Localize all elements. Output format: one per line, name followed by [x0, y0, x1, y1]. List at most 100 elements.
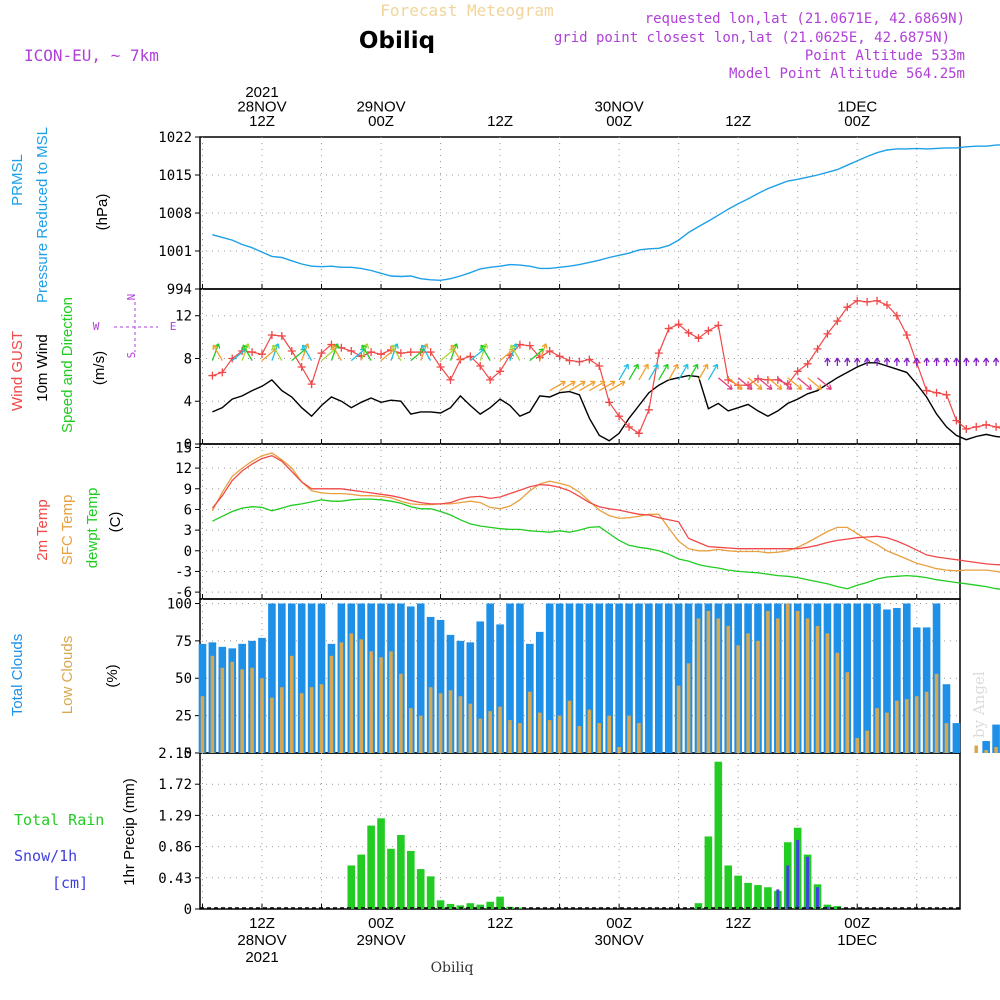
gust-marker — [644, 405, 653, 414]
rain-bar — [426, 876, 435, 909]
y-tick-label: 1015 — [158, 168, 192, 184]
low-clouds-bar — [478, 718, 483, 753]
low-clouds-bar — [220, 667, 225, 753]
gust-marker — [823, 329, 832, 338]
wind-arrow-head — [963, 357, 970, 363]
wind-arrow-head — [933, 357, 940, 363]
total-clouds-bar — [605, 603, 613, 753]
gust-marker — [674, 320, 683, 329]
gust-line — [212, 300, 1000, 435]
gust-marker — [694, 334, 703, 343]
gust-marker — [426, 348, 435, 357]
low-clouds-bar — [488, 711, 492, 753]
pressure-unit: (hPa) — [94, 194, 111, 231]
wind-arrow-head — [580, 380, 586, 387]
wind-arrow-head — [796, 384, 803, 390]
low-clouds-bar — [359, 639, 363, 753]
compass-east: E — [170, 320, 177, 333]
y-tick-label: 75 — [175, 634, 192, 650]
wind-direction-arrow — [469, 348, 485, 362]
y-tick-label: 0.86 — [158, 840, 192, 856]
snow-bar — [776, 889, 780, 909]
low-clouds-bar — [706, 610, 711, 753]
low-clouds-bar — [319, 684, 324, 753]
low-clouds-bar — [984, 750, 988, 753]
wind-arrow-head — [992, 357, 1000, 363]
low-clouds-bar — [468, 703, 473, 753]
panel-frame — [199, 752, 961, 910]
rain-bar — [357, 854, 365, 909]
low-clouds-bar — [934, 673, 939, 753]
wind-direction-arrow — [291, 348, 306, 362]
low-clouds-bar — [270, 697, 274, 753]
top-time-label: 00Z — [606, 113, 632, 130]
temp-2m-line — [211, 455, 1000, 566]
low-clouds-bar — [637, 723, 641, 753]
total-clouds-bar — [317, 603, 326, 753]
y-tick-label: 12 — [175, 461, 192, 477]
wind-arrow-head — [560, 380, 566, 387]
y-tick-label: 0 — [184, 544, 192, 560]
bottom-time-label: 2021 — [245, 949, 278, 966]
grid-point-coordinates: grid point closest lon,lat (21.0625E, 42… — [554, 30, 950, 46]
location-title: Obiliq — [359, 28, 435, 54]
wind-arrow-head — [766, 384, 773, 390]
wind-arrow-head — [806, 384, 813, 390]
total-clouds-bar — [625, 603, 633, 753]
top-time-label: 29NOV — [356, 99, 405, 116]
gust-marker — [754, 374, 762, 383]
gust-marker — [902, 330, 911, 339]
low-clouds-bar — [716, 618, 721, 753]
gust-marker — [307, 380, 316, 389]
gust-marker — [377, 350, 386, 359]
top-time-label: 28NOV — [237, 99, 286, 116]
wind-direction-arrow — [391, 344, 402, 361]
watermark: by Angel — [970, 671, 988, 738]
low-clouds-bar — [795, 610, 800, 753]
wind-arrow-head — [756, 384, 763, 390]
snow-bar — [796, 840, 800, 909]
low-clouds-bar — [458, 696, 463, 753]
rain-bar — [377, 818, 385, 909]
meteogram-title: Forecast Meteogram — [380, 1, 553, 20]
snow-bar — [825, 906, 829, 909]
total-clouds-bar — [903, 603, 911, 753]
low-clouds-bar — [389, 651, 393, 753]
wind-arrow-head — [893, 357, 901, 363]
wind-arrow-head — [242, 344, 248, 351]
wind-arrow-head — [953, 357, 960, 363]
top-time-label: 12Z — [725, 113, 751, 130]
wind-direction-arrow — [618, 363, 629, 381]
point-altitude: Point Altitude 533m — [805, 48, 965, 64]
wind-arrow-head — [653, 363, 659, 370]
total-clouds-bar — [555, 603, 564, 753]
gust-marker — [446, 375, 455, 384]
gust-marker — [664, 324, 673, 333]
wind-direction-arrow — [707, 363, 718, 381]
low-clouds-bar — [369, 651, 373, 753]
low-clouds-bar — [776, 618, 780, 753]
gust-marker — [525, 341, 534, 350]
y-tick-label: -6 — [175, 585, 192, 601]
panel-pressure: 994 1001 1008 1015 1022 — [158, 130, 961, 298]
total-clouds-bar — [565, 603, 574, 753]
wind-arrow-head — [623, 363, 629, 370]
wind-label: 10m Wind — [34, 334, 51, 402]
panel-temperature: -6 -3 0 3 6 9 12 15 — [175, 440, 961, 601]
wind-direction-arrow — [421, 344, 432, 361]
y-tick-label: 1.72 — [158, 777, 192, 793]
wind-arrow-head — [844, 357, 851, 363]
wind-direction-arrow — [272, 344, 283, 361]
wind-arrow-head — [590, 380, 596, 387]
wind-direction-arrow — [628, 363, 639, 381]
low-clouds-bar — [756, 640, 760, 753]
top-time-label: 1DEC — [837, 99, 877, 116]
wind-direction-arrow — [608, 380, 626, 392]
rain-bar — [694, 903, 703, 909]
wind-direction-arrow — [579, 380, 596, 392]
wind-direction-arrow — [777, 377, 793, 390]
low-clouds-bar — [845, 672, 850, 753]
y-tick-label: 0 — [184, 746, 192, 762]
rain-bar — [704, 836, 713, 909]
gust-marker — [486, 375, 495, 384]
